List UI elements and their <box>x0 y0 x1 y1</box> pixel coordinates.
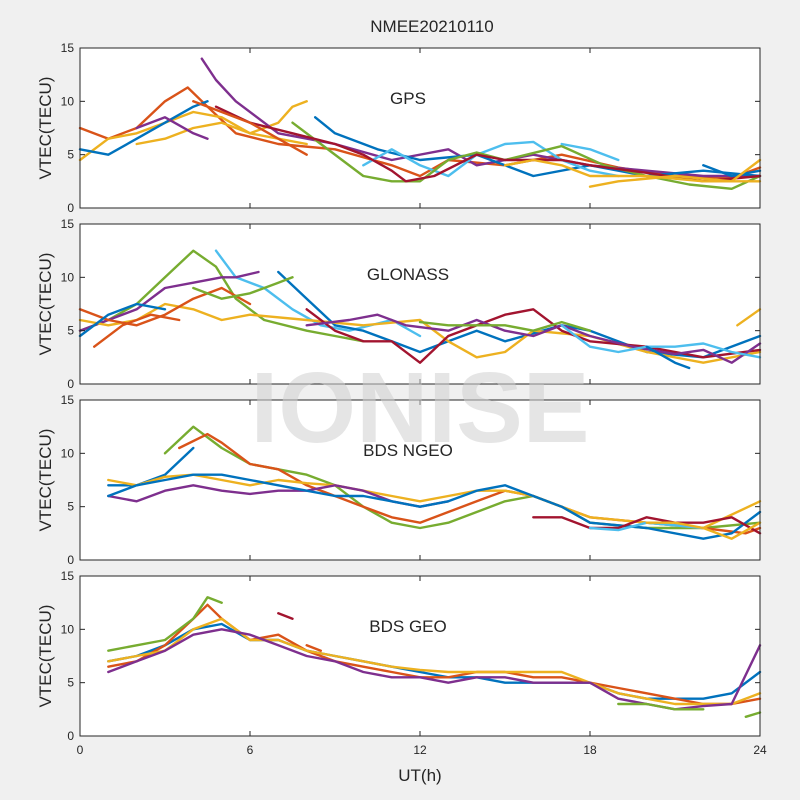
series-line-8 <box>78 100 209 156</box>
series-line-5 <box>362 140 620 178</box>
x-tick-label: 0 <box>77 743 84 757</box>
panel-label: GPS <box>390 89 426 108</box>
panel-4: 0 5 10 15 0 6 12 18 24 BDS GEO VTEC(TECU) <box>36 569 767 757</box>
y-axis-label: VTEC(TECU) <box>36 253 55 356</box>
series-line-10 <box>78 302 167 338</box>
series-line-2 <box>78 100 308 162</box>
y-tick-label: 5 <box>67 676 74 690</box>
watermark: IONISE <box>251 352 590 464</box>
series-line-8 <box>305 644 322 652</box>
series-line-5 <box>107 596 223 652</box>
series-line-8 <box>305 313 762 364</box>
series-line-3 <box>78 270 260 332</box>
series-line-14 <box>702 164 762 178</box>
panel-label: BDS NGEO <box>363 441 453 460</box>
x-tick-label: 12 <box>413 743 427 757</box>
y-tick-label: 0 <box>67 201 74 215</box>
panel-1: 0 5 10 15 GPS VTEC(TECU) <box>36 41 762 215</box>
panels: 0 5 10 15 GPS VTEC(TECU) 0 5 10 15 GLONASS VTEC(TEC… <box>36 41 767 757</box>
series-line-3 <box>200 57 762 178</box>
x-tick-label: 18 <box>583 743 597 757</box>
series-line-12 <box>560 324 762 359</box>
y-tick-label: 0 <box>67 377 74 391</box>
series-line-7 <box>532 516 762 535</box>
x-axis-label: UT(h) <box>398 766 441 785</box>
series-line-6 <box>617 702 705 711</box>
series-line-4 <box>107 473 762 530</box>
series-line-10 <box>192 100 308 156</box>
x-tick-label: 24 <box>753 743 767 757</box>
series-line-8 <box>588 521 705 532</box>
y-tick-label: 5 <box>67 500 74 514</box>
panel-label: GLONASS <box>367 265 449 284</box>
series-line-11 <box>503 158 762 183</box>
panel-2: 0 5 10 15 GLONASS VTEC(TECU) <box>36 217 762 391</box>
series-line-2 <box>214 249 422 338</box>
y-axis-label: VTEC(TECU) <box>36 77 55 180</box>
x-tick-label: 6 <box>247 743 254 757</box>
y-tick-label: 5 <box>67 324 74 338</box>
y-tick-label: 10 <box>61 446 75 460</box>
figure-title: NMEE20210110 <box>370 17 494 36</box>
series-line-9 <box>744 711 762 718</box>
y-tick-label: 0 <box>67 553 74 567</box>
panel-3: 0 5 10 15 BDS NGEO VTEC(TECU) <box>36 393 762 567</box>
series-line-11 <box>92 313 181 348</box>
y-tick-label: 15 <box>61 569 75 583</box>
y-tick-label: 15 <box>61 217 75 231</box>
series-line-15 <box>588 158 762 188</box>
series-line-9 <box>645 521 762 540</box>
y-tick-label: 0 <box>67 729 74 743</box>
series-line-6 <box>107 473 762 540</box>
series-line-3 <box>107 617 762 706</box>
series-line-1 <box>78 249 365 343</box>
y-tick-label: 5 <box>67 148 74 162</box>
panel-label: BDS GEO <box>369 617 446 636</box>
y-tick-label: 10 <box>61 270 75 284</box>
series-line-9 <box>192 276 294 300</box>
y-axis-label: VTEC(TECU) <box>36 605 55 708</box>
series-line-13 <box>560 142 620 162</box>
y-tick-label: 10 <box>61 94 75 108</box>
series-line-15 <box>645 345 691 370</box>
series-line-7 <box>214 105 762 183</box>
y-tick-label: 15 <box>61 393 75 407</box>
series-line-7 <box>277 612 294 620</box>
plot-area <box>80 576 760 736</box>
y-axis-label: VTEC(TECU) <box>36 429 55 532</box>
series-line-6 <box>78 286 252 327</box>
series-line-13 <box>736 308 762 327</box>
series-line-14 <box>418 320 592 332</box>
series-line-12 <box>135 116 209 140</box>
y-tick-label: 10 <box>61 622 75 636</box>
y-tick-label: 15 <box>61 41 75 55</box>
